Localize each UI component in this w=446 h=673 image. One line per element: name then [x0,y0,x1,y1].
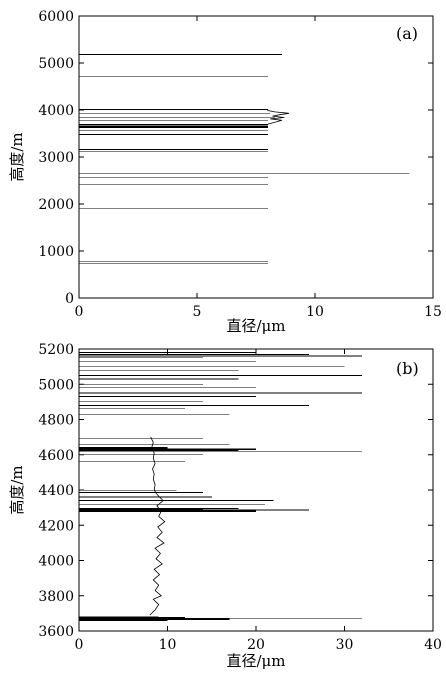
x-tick-label-b-2: 20 [247,637,265,653]
y-tick-label-a-2: 2000 [38,197,74,213]
y-tick-label-b-2: 4000 [38,554,74,570]
y-tick-label-b-0: 3600 [38,624,74,640]
chart-panel-a: 0 5 10 15 0 1000 2000 3000 4000 5000 6000 (a) 直径/μ… [8,9,442,335]
x-tick-label-b-3: 30 [336,637,354,653]
x-tick-label-a-0: 0 [75,304,84,320]
y-tick-label-b-7: 5000 [38,377,74,393]
profile-line-b [149,436,166,616]
x-tick-label-a-2: 10 [306,304,324,320]
x-tick-label-b-0: 0 [75,637,84,653]
y-tick-label-a-5: 5000 [38,56,74,72]
ticks-a: 0 5 10 15 0 1000 2000 3000 4000 5000 6000 [38,9,442,320]
y-tick-label-b-4: 4400 [38,483,74,499]
y-tick-label-a-0: 0 [65,291,74,307]
plot-area-b [78,348,434,632]
y-tick-label-a-1: 1000 [38,244,74,260]
x-axis-label-b: 直径/μm [226,652,285,670]
x-tick-label-a-1: 5 [193,304,202,320]
y-tick-label-b-3: 4200 [38,518,74,534]
y-tick-label-a-4: 4000 [38,103,74,119]
y-tick-label-b-1: 3800 [38,589,74,605]
y-tick-label-a-6: 6000 [38,9,74,25]
y-axis-label-b: 高度/m [8,465,26,514]
y-tick-label-b-8: 5200 [38,342,74,358]
panel-label-a: (a) [396,24,418,43]
chart-panel-b: 0 10 20 30 40 3600 3800 4000 4200 4400 4600 4800 500… [8,342,442,670]
y-tick-label-b-5: 4600 [38,448,74,464]
x-tick-label-b-1: 10 [159,637,177,653]
y-tick-label-b-6: 4800 [38,413,74,429]
x-axis-label-a: 直径/μm [226,317,285,335]
x-tick-label-a-3: 15 [424,304,442,320]
plot-area-a [78,15,434,299]
y-tick-label-a-3: 3000 [38,150,74,166]
ticks-b: 0 10 20 30 40 3600 3800 4000 4200 4400 4600 4800 500… [38,342,442,653]
x-tick-label-b-4: 40 [424,637,442,653]
panel-label-b: (b) [396,359,419,378]
profile-line-a [267,109,290,125]
y-axis-label-a: 高度/m [8,132,26,181]
data-marks-a [79,54,410,264]
